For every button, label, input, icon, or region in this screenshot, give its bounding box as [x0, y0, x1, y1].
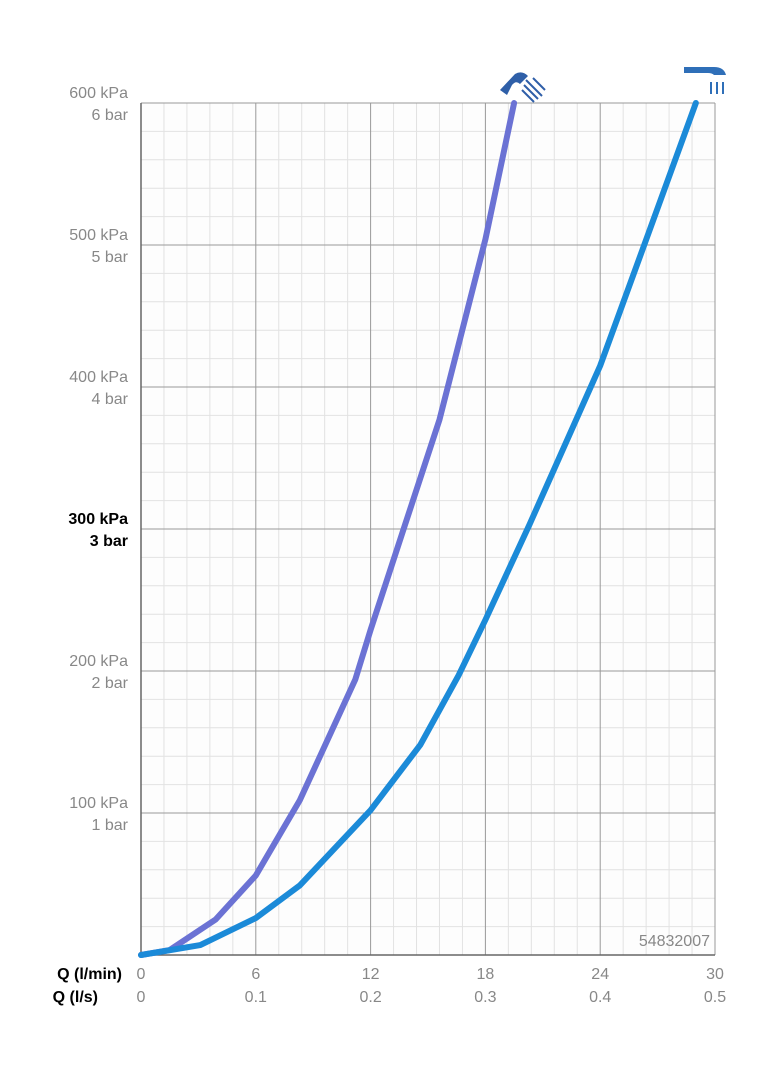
x-axis-label: Q (l/min) — [57, 966, 122, 983]
x-tick-label: 12 — [362, 966, 380, 983]
x-tick-label: 6 — [251, 966, 260, 983]
y2-tick-label: 1 bar — [92, 817, 129, 834]
data-line — [138, 100, 699, 958]
x2-tick-label: 0 — [137, 989, 146, 1006]
y-tick-label: 100 kPa — [69, 795, 128, 812]
x-tick-label: 24 — [591, 966, 609, 983]
hand-shower-icon — [684, 67, 726, 94]
y-tick-label: 300 kPa — [68, 511, 128, 528]
x2-axis-label: Q (l/s) — [53, 989, 98, 1006]
data-line — [138, 100, 518, 958]
y2-tick-label: 4 bar — [92, 391, 129, 408]
x2-tick-label: 0.4 — [589, 989, 611, 1006]
y-tick-label: 400 kPa — [69, 369, 128, 386]
y-tick-label: 500 kPa — [69, 227, 128, 244]
x-tick-label: 30 — [706, 966, 724, 983]
x2-tick-label: 0.5 — [704, 989, 726, 1006]
y2-tick-label: 2 bar — [92, 675, 129, 692]
x-tick-label: 18 — [477, 966, 495, 983]
y2-tick-label: 5 bar — [92, 249, 129, 266]
y2-tick-label: 6 bar — [92, 107, 129, 124]
x2-tick-label: 0.3 — [474, 989, 496, 1006]
annotation: 54832007 — [639, 933, 710, 950]
y2-tick-label: 3 bar — [90, 533, 128, 550]
y-tick-label: 600 kPa — [69, 85, 128, 102]
x2-tick-label: 0.2 — [359, 989, 381, 1006]
x-tick-label: 0 — [137, 966, 146, 983]
y-tick-label: 200 kPa — [69, 653, 128, 670]
x2-tick-label: 0.1 — [245, 989, 267, 1006]
rain-icon — [500, 72, 546, 103]
